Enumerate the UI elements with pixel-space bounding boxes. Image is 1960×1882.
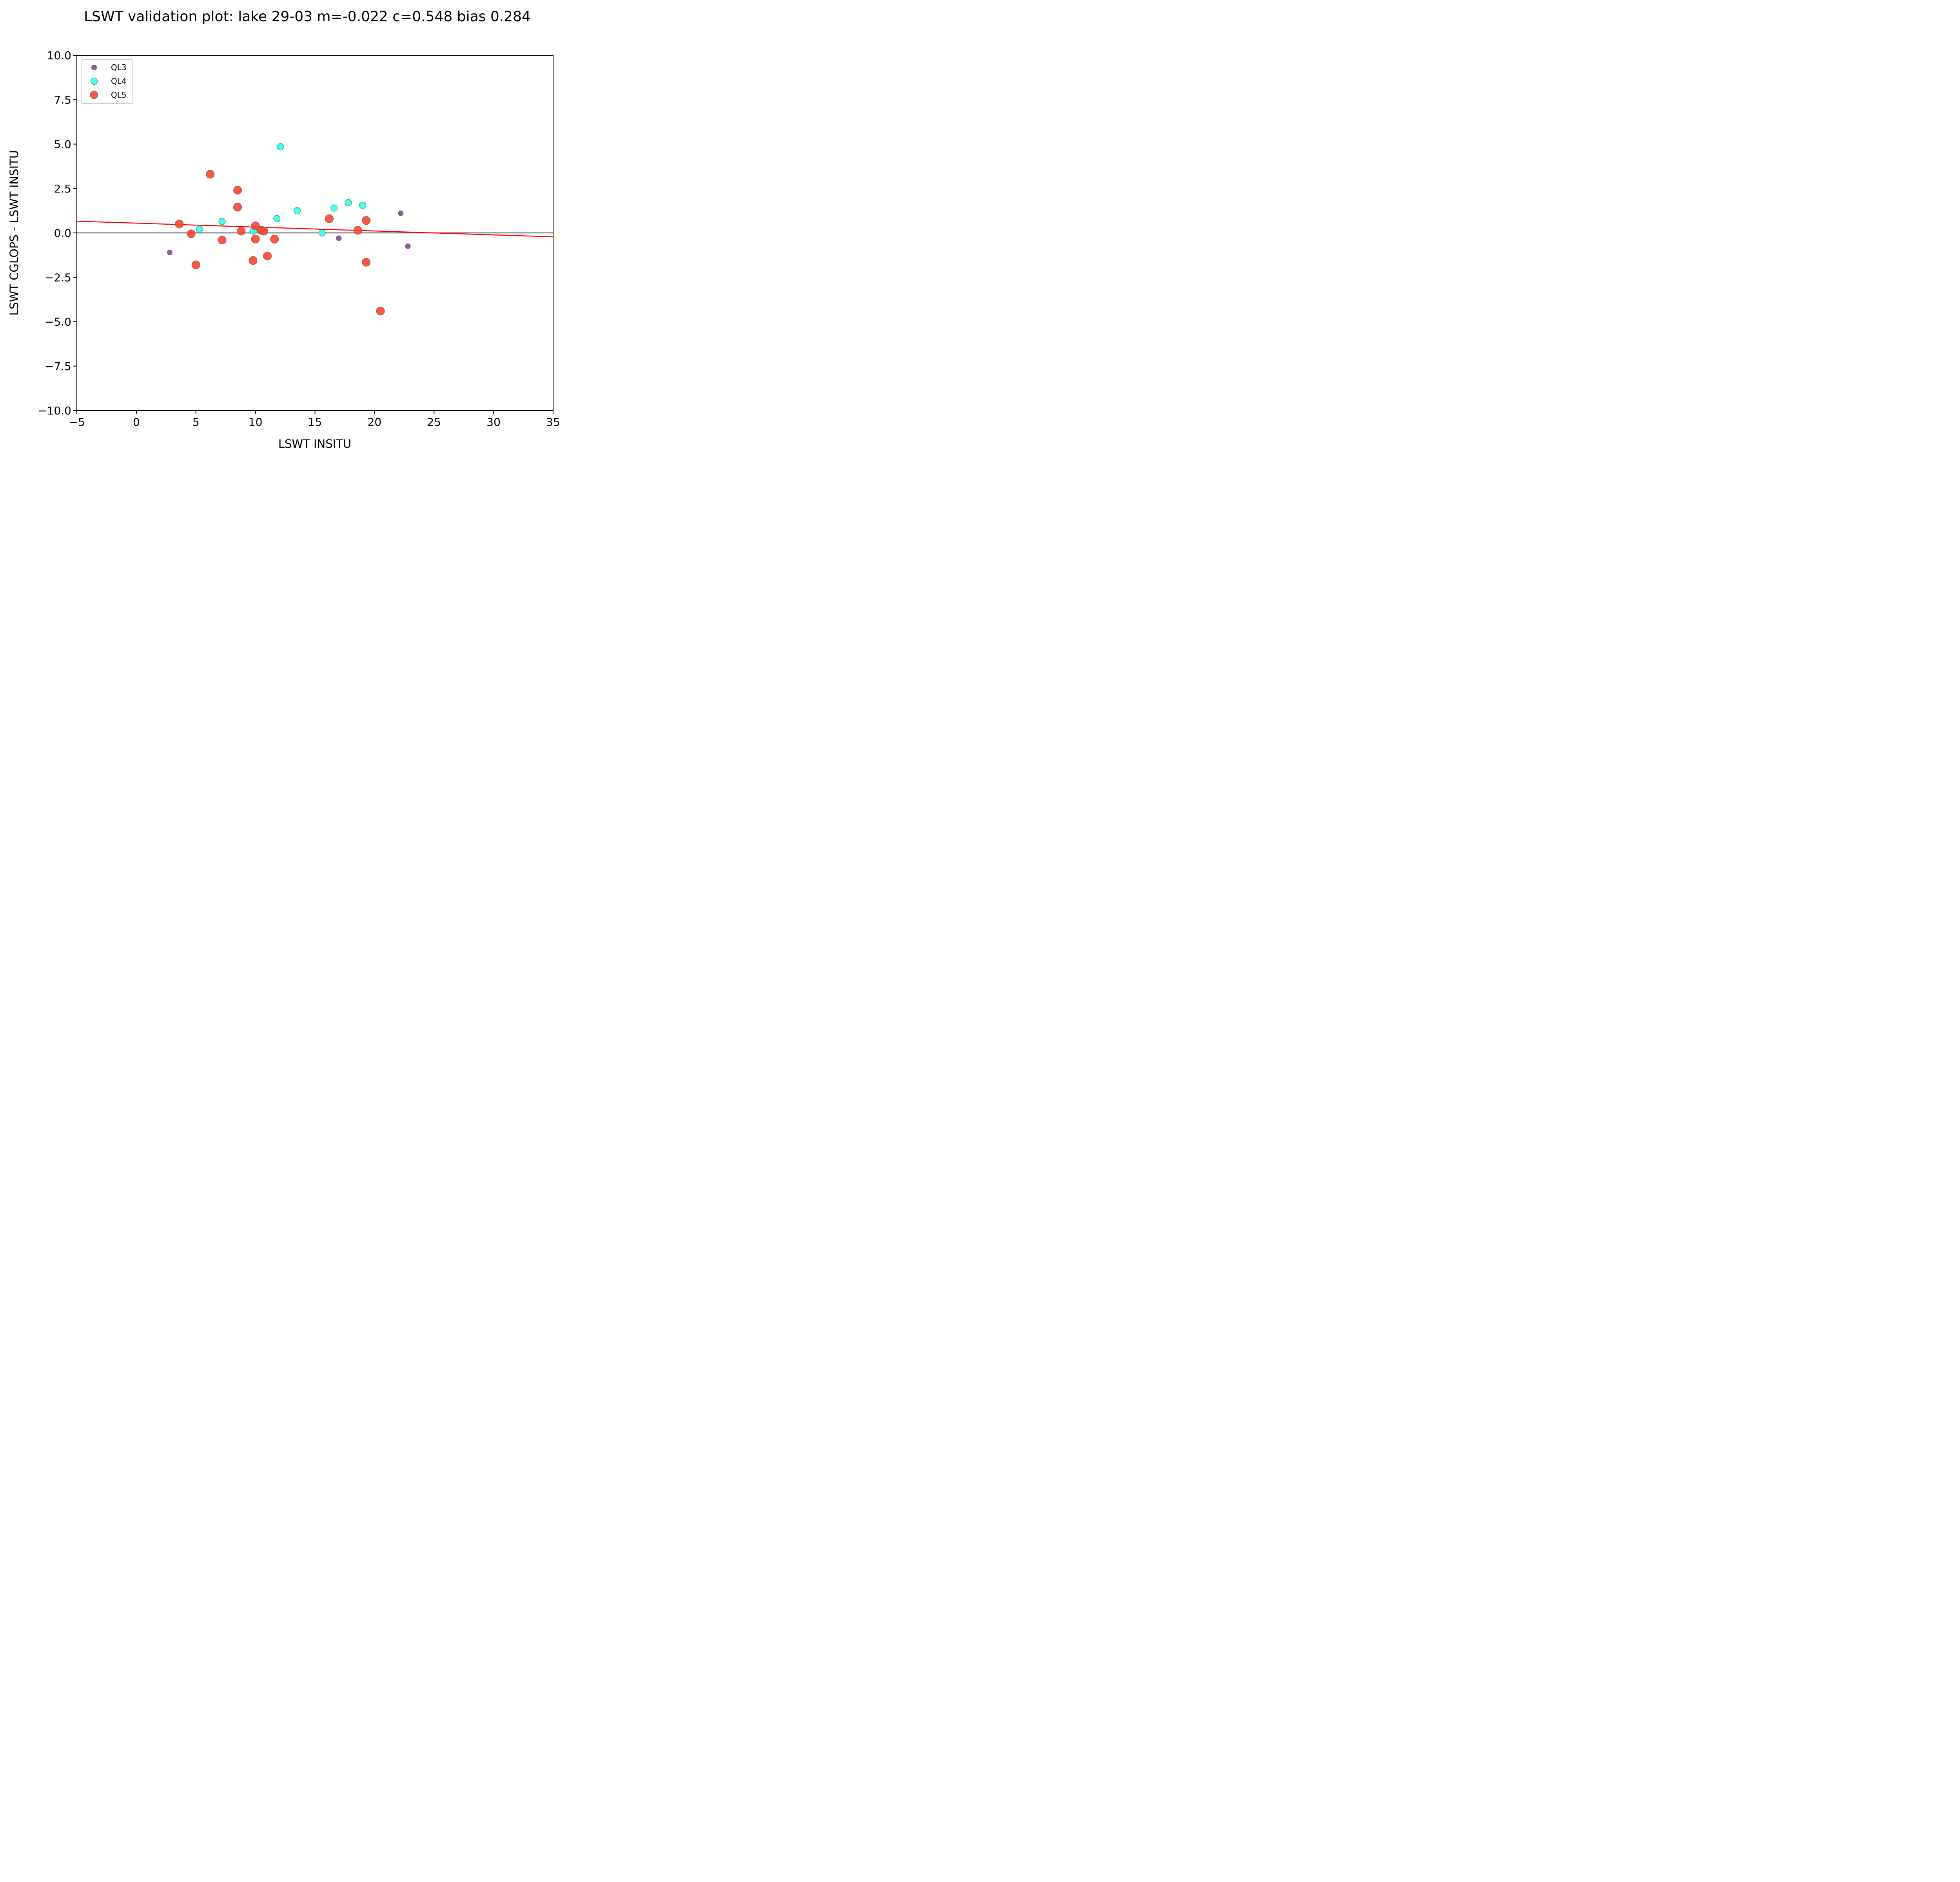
- x-tick-label: 25: [427, 416, 441, 429]
- data-point-ql5: [249, 256, 258, 265]
- data-point-ql5: [187, 229, 196, 238]
- data-point-ql4: [218, 218, 226, 225]
- data-point-ql5: [362, 258, 371, 267]
- y-tick-label: −10.0: [38, 404, 71, 417]
- y-axis-ticks: −10.0 −7.5 −5.0 −2.5 0.0 2.5 5.0 7.5 10.0: [38, 49, 77, 417]
- data-point-ql5: [175, 220, 184, 229]
- data-point-ql4: [277, 143, 284, 151]
- x-tick-label: 5: [192, 416, 200, 429]
- x-tick-label: 15: [308, 416, 322, 429]
- legend-label-ql4: QL4: [111, 76, 127, 86]
- reference-lines: [77, 220, 553, 238]
- data-point-ql5: [325, 214, 334, 223]
- y-tick-label: 0.0: [54, 227, 71, 240]
- data-point-ql5: [237, 227, 246, 236]
- data-point-ql4: [273, 215, 281, 222]
- y-tick-label: 10.0: [47, 49, 71, 62]
- data-point-ql5: [270, 234, 279, 243]
- legend-marker-ql3: [91, 65, 97, 70]
- data-point-ql4: [330, 204, 338, 212]
- data-points: [167, 143, 411, 316]
- y-tick-label: −2.5: [45, 271, 71, 284]
- y-tick-label: 2.5: [54, 182, 71, 195]
- legend-label-ql3: QL3: [111, 63, 127, 72]
- series-ql5: [175, 170, 385, 316]
- data-point-ql5: [233, 186, 242, 195]
- x-axis-label: LSWT INSITU: [278, 437, 351, 451]
- data-point-ql3: [336, 235, 342, 241]
- y-tick-label: 5.0: [54, 138, 71, 151]
- data-point-ql3: [405, 243, 411, 249]
- data-point-ql5: [376, 307, 385, 316]
- legend-label-ql5: QL5: [111, 90, 127, 100]
- data-point-ql5: [251, 234, 260, 243]
- y-tick-label: −5.0: [45, 316, 71, 329]
- scatter-chart: LSWT validation plot: lake 29-03 m=-0.02…: [0, 0, 606, 454]
- legend: QL3 QL4 QL5: [81, 59, 133, 104]
- data-point-ql5: [353, 226, 362, 235]
- x-tick-label: 30: [486, 416, 501, 429]
- legend-marker-ql5: [90, 91, 98, 99]
- data-point-ql5: [362, 216, 371, 225]
- data-point-ql5: [263, 251, 272, 260]
- data-point-ql5: [191, 260, 200, 269]
- data-point-ql4: [196, 225, 203, 233]
- data-point-ql5: [259, 227, 268, 236]
- y-axis-label: LSWT CGLOPS - LSWT INSITU: [7, 150, 21, 316]
- x-tick-label: −5: [69, 416, 85, 429]
- data-point-ql5: [233, 203, 242, 212]
- data-point-ql3: [167, 249, 172, 255]
- x-tick-label: 20: [368, 416, 382, 429]
- data-point-ql4: [359, 202, 366, 209]
- x-tick-label: 0: [133, 416, 140, 429]
- series-ql3: [167, 211, 411, 255]
- data-point-ql4: [345, 199, 352, 206]
- x-tick-label: 10: [249, 416, 263, 429]
- data-point-ql5: [218, 236, 227, 245]
- legend-marker-ql4: [91, 78, 98, 85]
- data-point-ql4: [318, 229, 326, 236]
- chart-title: LSWT validation plot: lake 29-03 m=-0.02…: [84, 9, 531, 25]
- x-tick-label: 35: [546, 416, 560, 429]
- x-axis-ticks: −5 0 5 10 15 20 25 30 35: [69, 411, 560, 429]
- y-tick-label: 7.5: [54, 93, 71, 106]
- series-ql4: [196, 143, 366, 236]
- data-point-ql3: [398, 211, 404, 216]
- data-point-ql5: [206, 170, 215, 179]
- data-point-ql5: [251, 221, 260, 230]
- fit-line: [77, 220, 553, 238]
- y-tick-label: −7.5: [45, 360, 71, 373]
- data-point-ql4: [293, 207, 301, 214]
